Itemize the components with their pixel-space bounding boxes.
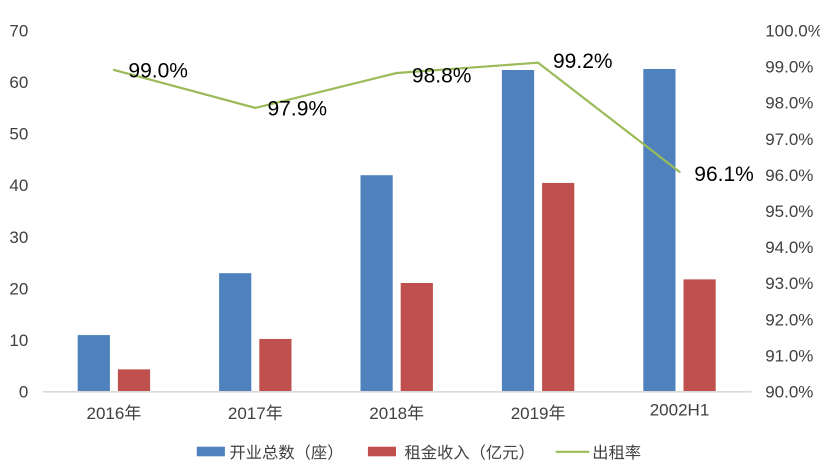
svg-text:99.0%: 99.0% [765,58,813,77]
svg-text:10: 10 [9,331,28,350]
svg-text:93.0%: 93.0% [765,274,813,293]
svg-text:100.0%: 100.0% [765,22,820,41]
svg-text:20: 20 [9,279,28,298]
svg-text:96.0%: 96.0% [765,166,813,185]
svg-text:2018: 2018 [369,404,407,423]
svg-text:2017: 2017 [228,404,266,423]
svg-text:99.0%: 99.0% [128,59,188,82]
svg-text:99.2%: 99.2% [553,50,613,73]
svg-text:2016: 2016 [87,404,125,423]
svg-text:30: 30 [9,228,28,247]
svg-text:95.0%: 95.0% [765,202,813,221]
svg-text:94.0%: 94.0% [765,238,813,257]
svg-text:92.0%: 92.0% [765,310,813,329]
svg-text:2002H1: 2002H1 [650,401,710,420]
svg-text:91.0%: 91.0% [765,346,813,365]
svg-text:97.9%: 97.9% [268,98,328,121]
svg-text:40: 40 [9,176,28,195]
svg-text:96.1%: 96.1% [694,163,754,186]
svg-text:0: 0 [19,383,28,402]
svg-text:97.0%: 97.0% [765,130,813,149]
svg-text:50: 50 [9,125,28,144]
svg-text:70: 70 [9,22,28,41]
svg-text:60: 60 [9,73,28,92]
svg-text:98.8%: 98.8% [412,65,472,88]
svg-text:98.0%: 98.0% [765,94,813,113]
svg-text:2019: 2019 [511,404,549,423]
svg-text:90.0%: 90.0% [765,383,813,402]
